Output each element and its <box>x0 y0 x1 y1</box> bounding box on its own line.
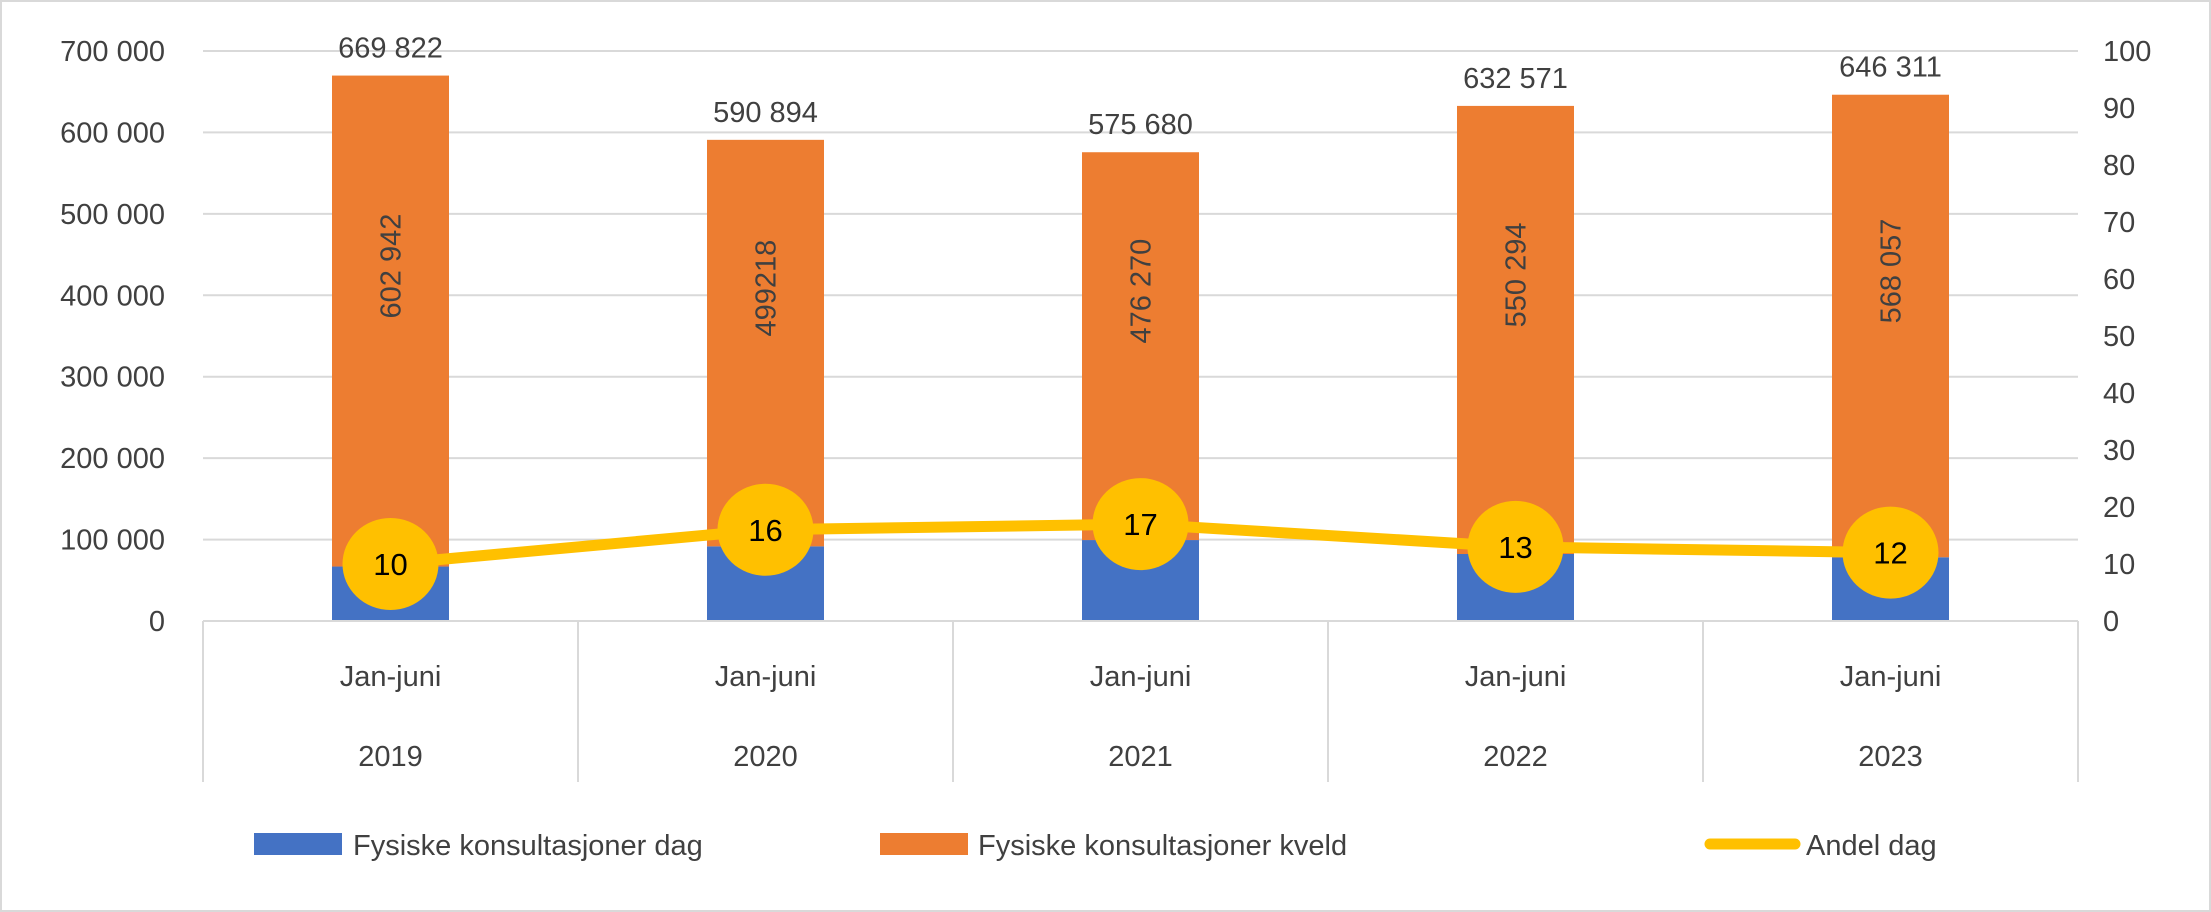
bar-data-label: 602 942 <box>376 214 408 319</box>
left-axis-tick-label: 400 000 <box>60 280 165 312</box>
andel-dag-label: 13 <box>1498 530 1532 565</box>
total-label: 590 894 <box>713 97 818 129</box>
right-axis-tick-label: 20 <box>2103 492 2135 524</box>
total-label: 646 311 <box>1839 52 1942 84</box>
bar-kveld <box>1082 152 1199 541</box>
right-axis-tick-label: 80 <box>2103 150 2135 182</box>
legend: Fysiske konsultasjoner dag Fysiske konsu… <box>254 830 1937 862</box>
total-label: 575 680 <box>1088 109 1193 141</box>
right-axis-tick-label: 70 <box>2103 207 2135 239</box>
andel-dag-label: 17 <box>1123 507 1157 542</box>
right-axis-tick-label: 90 <box>2103 93 2135 125</box>
left-axis-tick-label: 100 000 <box>60 525 165 557</box>
legend-swatch-kveld <box>880 833 968 855</box>
andel-dag-marker <box>1467 500 1564 593</box>
x-axis-year-label: 2022 <box>1483 741 1548 773</box>
bar-kveld <box>707 139 824 547</box>
left-axis-tick-label: 0 <box>149 606 165 638</box>
andel-dag-marker <box>1092 478 1189 571</box>
x-axis-tick-label: Jan-juni <box>715 661 817 693</box>
andel-dag-label: 10 <box>373 547 407 582</box>
right-axis-tick-label: 50 <box>2103 321 2135 353</box>
andel-dag-marker <box>1842 506 1939 599</box>
x-axis-tick-label: Jan-juni <box>340 661 442 693</box>
x-axis-tick-label: Jan-juni <box>1090 661 1192 693</box>
right-axis-tick-label: 30 <box>2103 435 2135 467</box>
bar-data-label: 476 270 <box>1126 239 1158 344</box>
bar-kveld <box>1832 94 1949 558</box>
left-axis-tick-label: 600 000 <box>60 117 165 149</box>
x-axis-year-label: 2023 <box>1858 741 1923 773</box>
bar-kveld <box>332 75 449 567</box>
x-axis-tick-label: Jan-juni <box>1840 661 1942 693</box>
andel-dag-marker <box>342 518 439 610</box>
bar-data-label: 568 057 <box>1876 219 1908 324</box>
legend-label-dag: Fysiske konsultasjoner dag <box>353 830 703 862</box>
legend-label-andel: Andel dag <box>1806 830 1937 862</box>
x-axis-tick-label: Jan-juni <box>1465 661 1567 693</box>
right-axis-tick-label: 10 <box>2103 549 2135 581</box>
x-axis-year-label: 2021 <box>1108 741 1173 773</box>
total-label: 669 822 <box>338 33 443 65</box>
total-label: 632 571 <box>1463 63 1568 95</box>
x-axis-year-label: 2020 <box>733 741 798 773</box>
bar-kveld <box>1457 105 1574 555</box>
legend-swatch-dag <box>254 833 342 855</box>
left-axis-tick-label: 700 000 <box>60 36 165 68</box>
bar-data-label: 499218 <box>751 240 783 337</box>
right-axis-tick-label: 100 <box>2103 36 2151 68</box>
right-axis-tick-label: 60 <box>2103 264 2135 296</box>
andel-dag-label: 16 <box>748 513 782 548</box>
left-axis-tick-label: 500 000 <box>60 199 165 231</box>
bar-data-label: 550 294 <box>1501 223 1533 328</box>
right-axis-tick-label: 40 <box>2103 378 2135 410</box>
andel-dag-label: 12 <box>1873 536 1907 571</box>
right-axis-tick-label: 0 <box>2103 606 2119 638</box>
x-axis-year-label: 2019 <box>358 741 423 773</box>
legend-label-kveld: Fysiske konsultasjoner kveld <box>978 830 1347 862</box>
left-axis-tick-label: 300 000 <box>60 362 165 394</box>
left-axis-tick-label: 200 000 <box>60 443 165 475</box>
andel-dag-marker <box>717 483 814 576</box>
